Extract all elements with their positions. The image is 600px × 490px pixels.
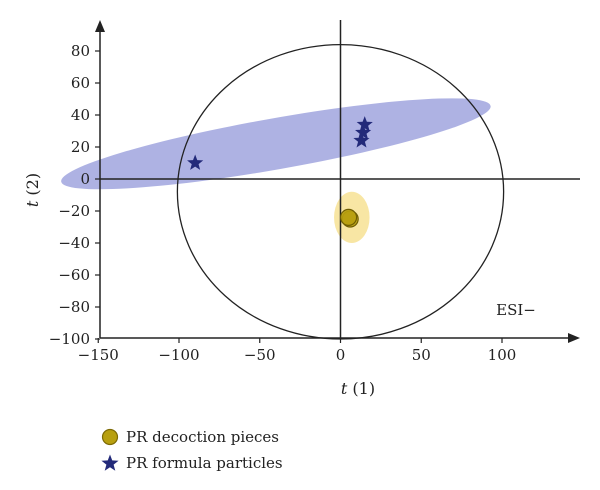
x-tick-label: 100 (488, 346, 517, 364)
legend-label: PR decoction pieces (126, 428, 280, 446)
axes: −150 −100 −50 0 50 100−100−80−60−40−200204060… (49, 20, 580, 364)
legend-label: PR formula particles (126, 454, 283, 472)
annotation-esi: ESI− (496, 301, 536, 319)
formula-point (355, 124, 372, 140)
y-tick-label: 20 (71, 138, 90, 156)
confidence-regions (61, 98, 491, 243)
x-tick-label: −50 (244, 346, 276, 364)
x-axis-label: t (1) (341, 379, 375, 398)
y-tick-label: 0 (80, 170, 90, 188)
formula-region (61, 98, 491, 190)
decoction-point (339, 208, 358, 226)
star-marker-icon (101, 454, 119, 471)
y-tick-label: −80 (58, 298, 90, 316)
legend: PR decoction pieces PR formula particles (100, 424, 283, 476)
y-tick-label: −100 (49, 330, 90, 348)
circle-marker-icon (101, 428, 119, 446)
y-tick-label: −40 (58, 234, 90, 252)
formula-point (187, 154, 204, 170)
x-axis-arrow (568, 333, 580, 343)
x-tick-label: 0 (336, 346, 346, 364)
x-tick-label: −150 (78, 346, 119, 364)
formula-point (356, 116, 373, 132)
x-tick-label: −100 (158, 346, 199, 364)
y-axis-arrow (95, 20, 105, 32)
legend-item-formula: PR formula particles (100, 450, 283, 476)
legend-item-decoction: PR decoction pieces (100, 424, 283, 450)
score-plot: −150 −100 −50 0 50 100−100−80−60−40−200204060… (23, 20, 580, 398)
y-tick-label: 60 (71, 74, 90, 92)
x-tick-label: 50 (412, 346, 431, 364)
y-axis-label: t (2) (23, 173, 42, 207)
y-tick-label: 40 (71, 106, 90, 124)
y-tick-label: −20 (58, 202, 90, 220)
formula-point (353, 132, 370, 148)
y-tick-label: 80 (71, 42, 90, 60)
data-points (187, 116, 373, 228)
y-tick-label: −60 (58, 266, 90, 284)
